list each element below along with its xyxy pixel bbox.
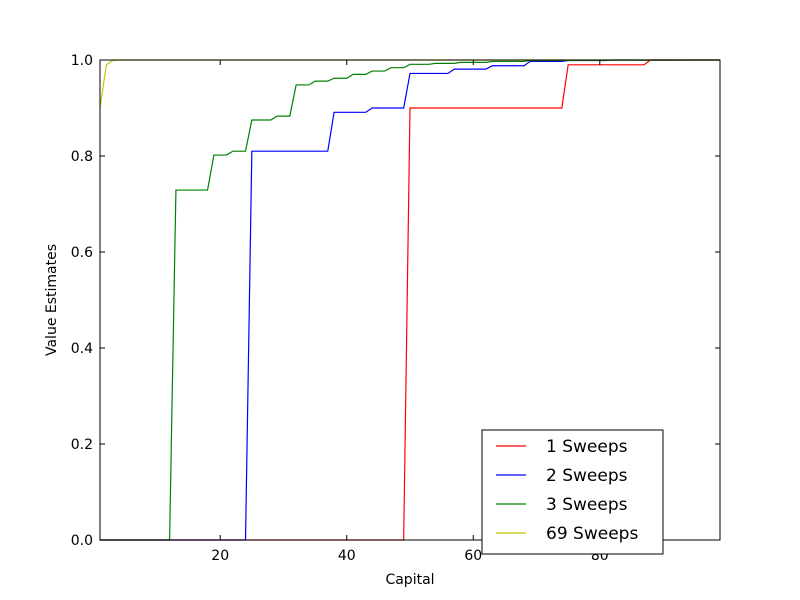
y-tick-label: 0.4 xyxy=(71,341,93,357)
x-tick-label: 40 xyxy=(338,548,356,564)
x-axis-label: Capital xyxy=(385,572,434,588)
y-tick-label: 0.0 xyxy=(71,533,93,549)
y-tick-label: 1.0 xyxy=(71,53,93,69)
legend-label: 3 Sweeps xyxy=(546,495,628,515)
plot-frame xyxy=(99,59,721,541)
y-tick-label: 0.6 xyxy=(71,245,93,261)
legend-label: 69 Sweeps xyxy=(546,524,638,544)
x-tick-label: 60 xyxy=(464,548,482,564)
legend-label: 1 Sweeps xyxy=(546,437,628,457)
y-tick-label: 0.2 xyxy=(71,437,93,453)
y-axis-label: Value Estimates xyxy=(44,244,60,356)
y-tick-label: 0.8 xyxy=(71,149,93,165)
x-tick-label: 20 xyxy=(211,548,229,564)
series-line-3 xyxy=(100,59,721,541)
legend: 1 Sweeps 2 Sweeps 3 Sweeps 69 Sweeps xyxy=(481,429,664,555)
legend-label: 2 Sweeps xyxy=(546,466,628,486)
tick-layer: 20 40 60 800.00.20.40.60.81.0 xyxy=(71,53,720,564)
series-line-1 xyxy=(100,59,720,541)
